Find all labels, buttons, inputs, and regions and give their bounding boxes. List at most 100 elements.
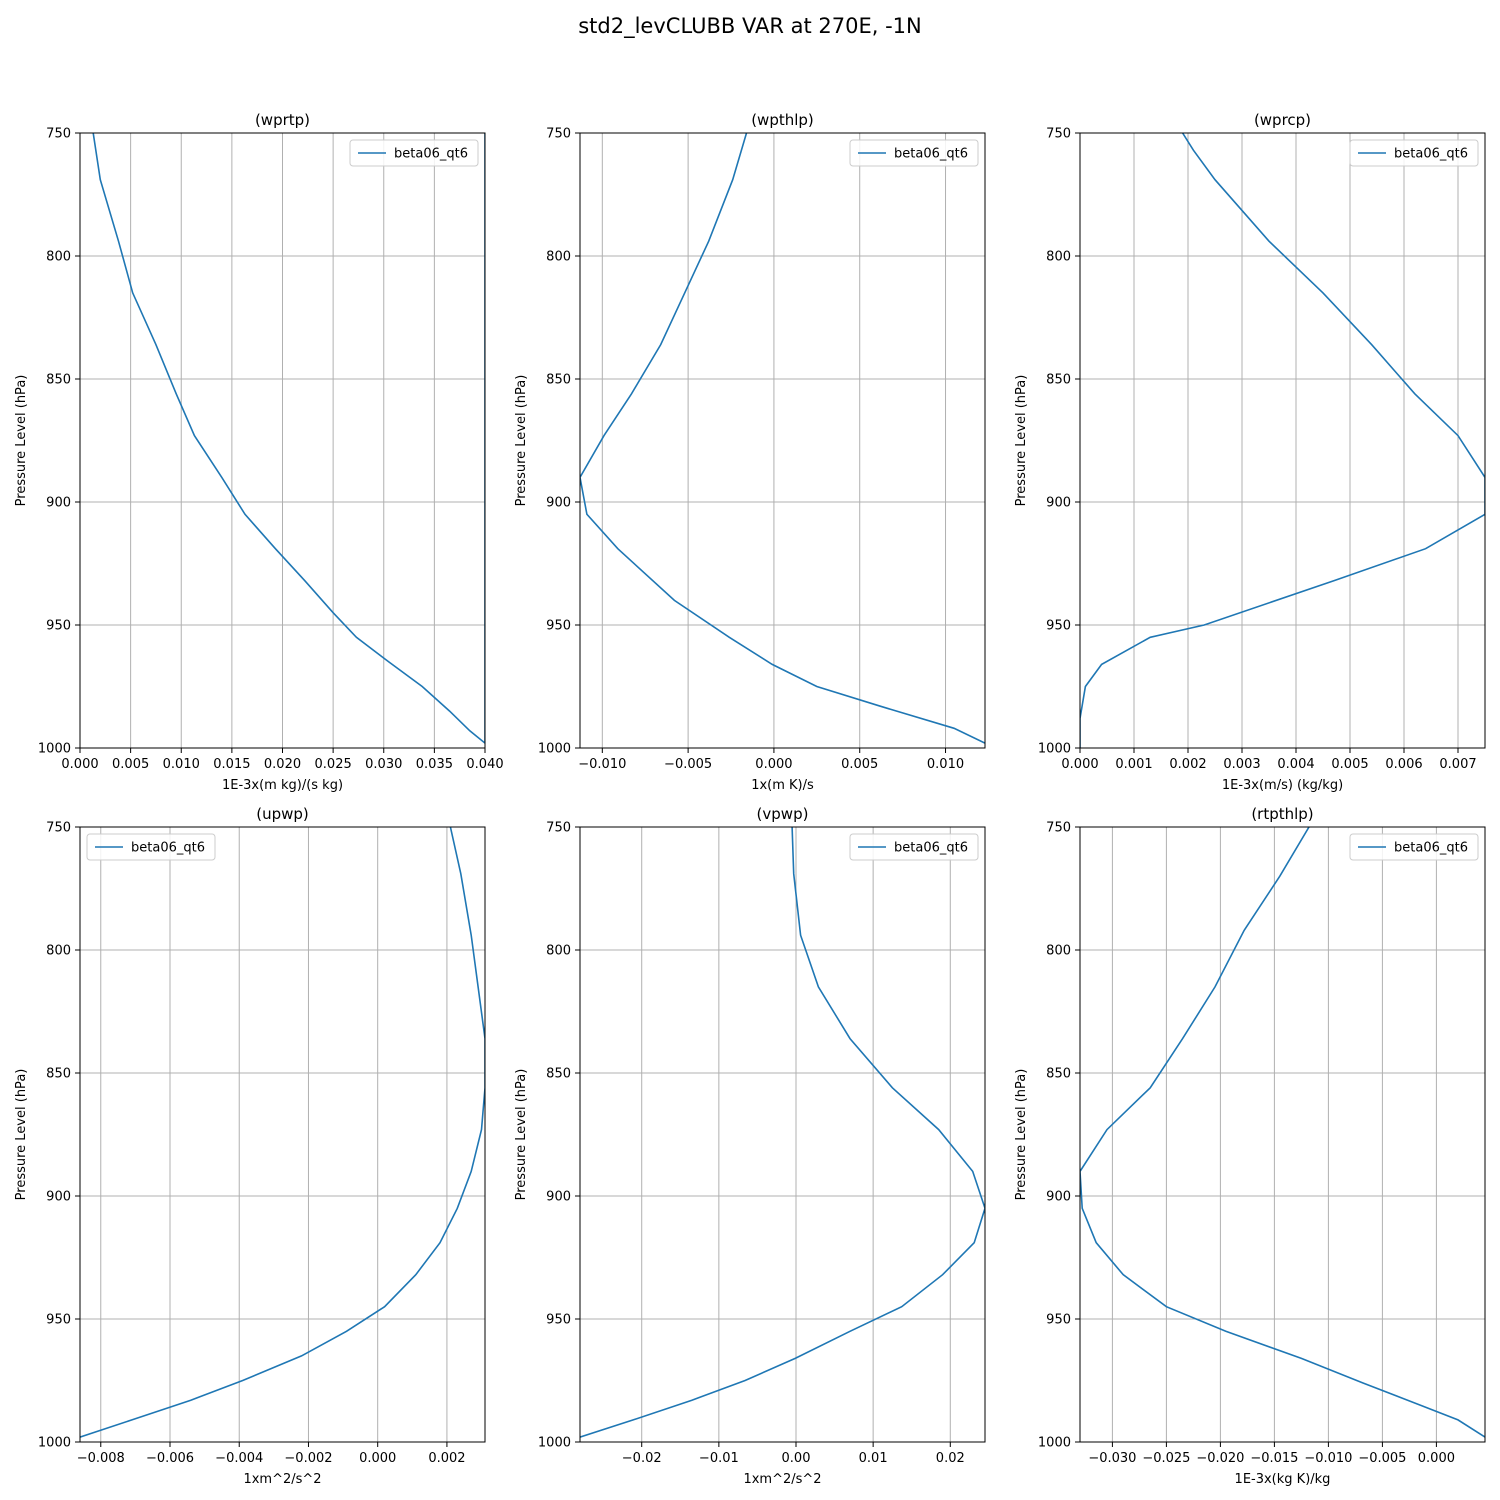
y-axis-label: Pressure Level (hPa) bbox=[1014, 1069, 1029, 1201]
axes-frame bbox=[1079, 826, 1486, 1443]
x-tick-label: 0.030 bbox=[365, 757, 402, 772]
x-tick-label: −0.015 bbox=[1250, 1451, 1298, 1466]
y-tick-label: 950 bbox=[1046, 619, 1071, 634]
series-line bbox=[580, 133, 985, 744]
y-axis-label: Pressure Level (hPa) bbox=[514, 1069, 529, 1201]
y-tick-label: 800 bbox=[1046, 944, 1071, 959]
x-tick-label: −0.010 bbox=[1304, 1451, 1352, 1466]
legend-box bbox=[849, 833, 979, 861]
y-tick-label: 1000 bbox=[538, 742, 571, 757]
x-tick-label: −0.020 bbox=[1196, 1451, 1244, 1466]
subplot-title: (vpwp) bbox=[757, 805, 809, 823]
series-line bbox=[80, 827, 485, 1438]
x-tick-label: 0.000 bbox=[1061, 757, 1098, 772]
x-tick-label: −0.005 bbox=[1358, 1451, 1406, 1466]
y-tick-label: 750 bbox=[46, 821, 71, 836]
legend-box bbox=[1349, 833, 1479, 861]
x-tick-label: 0.000 bbox=[61, 757, 98, 772]
series-line bbox=[580, 827, 985, 1438]
y-axis-label: Pressure Level (hPa) bbox=[1014, 375, 1029, 507]
x-tick-label: 0.025 bbox=[315, 757, 352, 772]
legend-box bbox=[1349, 139, 1479, 167]
y-tick-label: 800 bbox=[46, 944, 71, 959]
subplot-title: (wpthlp) bbox=[751, 111, 814, 129]
legend: beta06_qt6 bbox=[86, 833, 216, 861]
x-tick-label: 0.002 bbox=[428, 1451, 465, 1466]
legend: beta06_qt6 bbox=[1349, 833, 1479, 861]
legend-label: beta06_qt6 bbox=[1394, 841, 1468, 856]
y-tick-label: 750 bbox=[1046, 821, 1071, 836]
x-tick-label: −0.006 bbox=[146, 1451, 194, 1466]
y-tick-label: 800 bbox=[546, 944, 571, 959]
y-tick-label: 750 bbox=[46, 127, 71, 142]
x-tick-label: 0.005 bbox=[112, 757, 149, 772]
x-tick-label: 0.01 bbox=[859, 1451, 888, 1466]
subplot-upwp: −0.008 −0.006 −0.004 −0.002 0.000 0.002 750 800… bbox=[14, 805, 486, 1487]
legend: beta06_qt6 bbox=[849, 139, 979, 167]
legend-box bbox=[849, 139, 979, 167]
axes-frame bbox=[79, 826, 486, 1443]
x-tick-label: 0.010 bbox=[163, 757, 200, 772]
x-tick-label: 0.006 bbox=[1385, 757, 1422, 772]
subplot-wprtp: 0.000 0.005 0.010 0.015 0.020 0.025 0.030 0.035… bbox=[14, 111, 504, 793]
legend: beta06_qt6 bbox=[849, 833, 979, 861]
x-axis-label: 1E-3x(m kg)/(s kg) bbox=[222, 778, 343, 793]
x-axis-label: 1E-3x(m/s) (kg/kg) bbox=[1222, 778, 1343, 793]
y-tick-label: 950 bbox=[46, 619, 71, 634]
legend-label: beta06_qt6 bbox=[894, 147, 968, 162]
x-tick-label: −0.008 bbox=[77, 1451, 125, 1466]
x-tick-label: 0.015 bbox=[213, 757, 250, 772]
y-tick-label: 1000 bbox=[38, 1436, 71, 1451]
legend: beta06_qt6 bbox=[1349, 139, 1479, 167]
x-tick-label: 0.010 bbox=[927, 757, 964, 772]
y-tick-label: 800 bbox=[1046, 250, 1071, 265]
y-tick-label: 950 bbox=[546, 1313, 571, 1328]
subplot-wprcp: 0.000 0.001 0.002 0.003 0.004 0.005 0.006 0.007… bbox=[1014, 111, 1486, 793]
y-tick-label: 900 bbox=[1046, 496, 1071, 511]
y-tick-label: 850 bbox=[1046, 1067, 1071, 1082]
y-tick-label: 850 bbox=[1046, 373, 1071, 388]
y-tick-label: 750 bbox=[546, 127, 571, 142]
x-tick-label: −0.01 bbox=[699, 1451, 739, 1466]
y-tick-label: 950 bbox=[546, 619, 571, 634]
series-line bbox=[92, 133, 485, 745]
subplot-vpwp: −0.02 −0.01 0.00 0.01 0.02 750 800 850 900 950 100… bbox=[514, 805, 986, 1487]
legend-box bbox=[349, 139, 479, 167]
x-tick-label: −0.005 bbox=[664, 757, 712, 772]
y-tick-label: 850 bbox=[46, 373, 71, 388]
x-tick-label: 0.001 bbox=[1115, 757, 1152, 772]
y-tick-label: 900 bbox=[1046, 1190, 1071, 1205]
x-tick-label: 0.02 bbox=[936, 1451, 965, 1466]
y-axis-label: Pressure Level (hPa) bbox=[514, 375, 529, 507]
x-axis-label: 1xm^2/s^2 bbox=[743, 1472, 821, 1487]
y-tick-label: 950 bbox=[46, 1313, 71, 1328]
x-tick-label: 0.020 bbox=[264, 757, 301, 772]
x-axis-label: 1xm^2/s^2 bbox=[243, 1472, 321, 1487]
y-tick-label: 800 bbox=[546, 250, 571, 265]
x-tick-label: 0.005 bbox=[841, 757, 878, 772]
subplot-title: (rtpthlp) bbox=[1251, 805, 1313, 823]
x-tick-label: 0.040 bbox=[466, 757, 503, 772]
x-tick-label: 0.003 bbox=[1223, 757, 1260, 772]
y-tick-label: 800 bbox=[46, 250, 71, 265]
axes-frame bbox=[1079, 132, 1486, 749]
subplot-wpthlp: −0.010 −0.005 0.000 0.005 0.010 750 800 850 900 9… bbox=[514, 111, 986, 793]
y-tick-label: 850 bbox=[546, 373, 571, 388]
figure-title: std2_levCLUBB VAR at 270E, -1N bbox=[578, 14, 922, 38]
subplot-title: (wprcp) bbox=[1254, 111, 1311, 129]
legend-label: beta06_qt6 bbox=[894, 841, 968, 856]
series-line bbox=[1080, 133, 1485, 748]
x-tick-label: 0.005 bbox=[1331, 757, 1368, 772]
legend-label: beta06_qt6 bbox=[131, 841, 205, 856]
y-tick-label: 1000 bbox=[38, 742, 71, 757]
y-tick-label: 1000 bbox=[538, 1436, 571, 1451]
subplot-rtpthlp: −0.030 −0.025 −0.020 −0.015 −0.010 −0.005 0.00… bbox=[1014, 805, 1486, 1487]
subplot-title: (upwp) bbox=[256, 805, 309, 823]
y-tick-label: 1000 bbox=[1038, 742, 1071, 757]
subplot-title: (wprtp) bbox=[255, 111, 310, 129]
x-tick-label: −0.010 bbox=[578, 757, 626, 772]
y-tick-label: 900 bbox=[46, 1190, 71, 1205]
x-tick-label: 0.007 bbox=[1439, 757, 1476, 772]
y-tick-label: 900 bbox=[46, 496, 71, 511]
